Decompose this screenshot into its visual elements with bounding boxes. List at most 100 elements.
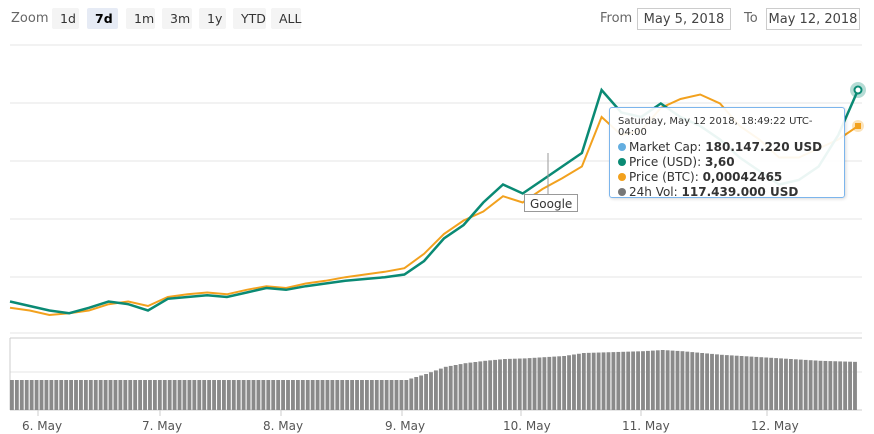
volume-bar [419, 375, 424, 410]
volume-bar [93, 380, 98, 410]
volume-bar [350, 380, 355, 410]
price-btc-end-marker [855, 123, 861, 129]
volume-bar [434, 370, 438, 410]
volume-bar [59, 380, 64, 410]
x-tick-label: 7. May [142, 419, 183, 433]
volume-bar [103, 380, 108, 410]
volume-bar [394, 380, 399, 410]
volume-bar [690, 352, 695, 410]
volume-bar [320, 380, 325, 410]
volume-bar [655, 350, 660, 410]
zoom-ytd-button[interactable]: YTD [233, 8, 266, 29]
zoom-all-button[interactable]: ALL [271, 8, 301, 29]
volume-bar [512, 358, 517, 410]
volume-bar [49, 380, 54, 410]
volume-bar [483, 360, 488, 410]
volume-bar [468, 362, 473, 410]
volume-bar [596, 352, 601, 410]
volume-bar [527, 358, 532, 410]
price-btc-line [9, 93, 859, 317]
tooltip-row-volume: 24h Vol: 117.439.000 USD [618, 185, 836, 200]
to-date-input[interactable] [766, 8, 860, 30]
volume-bar [493, 359, 498, 410]
volume-bar [177, 380, 182, 410]
volume-bar [739, 356, 744, 410]
volume-bar [438, 368, 443, 410]
volume-bar [488, 360, 493, 410]
volume-bar [295, 380, 300, 410]
volume-bar [715, 354, 719, 410]
price-usd-dot-icon [618, 158, 626, 166]
volume-bar [650, 350, 655, 410]
volume-bar [118, 380, 123, 410]
volume-bar [734, 355, 739, 410]
volume-bar [498, 359, 502, 410]
zoom-3m-button[interactable]: 3m [162, 8, 192, 29]
volume-bar [547, 356, 552, 410]
zoom-1d-button[interactable]: 1d [52, 8, 79, 29]
volume-bar [355, 380, 359, 410]
volume-bar [133, 380, 138, 410]
tooltip-value: 0,00042465 [702, 170, 783, 184]
volume-bar [123, 380, 128, 410]
volume-bar [572, 354, 576, 410]
volume-bar [473, 362, 478, 410]
volume-bar [310, 380, 315, 410]
volume-bar [74, 380, 78, 410]
volume-bar [162, 380, 167, 410]
volume-bar [823, 360, 828, 410]
volume-bar [157, 380, 162, 410]
volume-bar [399, 380, 404, 410]
volume-bar [251, 380, 256, 410]
volume-bar [374, 380, 379, 410]
volume-bar [212, 380, 216, 410]
volume-bar [803, 359, 808, 410]
volume-bar [231, 380, 236, 410]
volume-bar [424, 374, 428, 410]
volume-bar [695, 352, 700, 410]
zoom-1m-button[interactable]: 1m [126, 8, 155, 29]
volume-bar [39, 380, 44, 410]
volume-bar [665, 350, 670, 410]
volume-bar [315, 380, 320, 410]
volume-bar [202, 380, 207, 410]
zoom-7d-button[interactable]: 7d [87, 8, 118, 29]
volume-bar [24, 380, 29, 410]
event-flag-google[interactable]: Google [524, 194, 579, 212]
x-tick-label: 8. May [263, 419, 304, 433]
volume-bar [818, 360, 823, 410]
volume-bar [330, 380, 335, 410]
volume-bar [562, 356, 567, 410]
volume-bar [833, 361, 838, 410]
volume-bar [19, 380, 24, 410]
volume-bar [601, 352, 606, 410]
volume-bar [266, 380, 271, 410]
volume-bar [369, 380, 374, 410]
volume-bar [522, 358, 527, 410]
volume-bar [276, 380, 281, 410]
market-cap-dot-icon [618, 143, 626, 151]
volume-bar [764, 357, 769, 410]
zoom-1y-button[interactable]: 1y [199, 8, 226, 29]
volume-bar [626, 351, 631, 410]
volume-bar [591, 352, 596, 410]
volume-bar [360, 380, 364, 410]
volume-bar [64, 380, 69, 410]
x-tick-label: 11. May [622, 419, 670, 433]
volume-bar [779, 358, 783, 410]
from-date-input[interactable] [637, 8, 731, 30]
volume-bar [616, 351, 621, 410]
volume-bar [700, 353, 705, 410]
volume-bar [478, 361, 483, 410]
volume-bar [300, 380, 305, 410]
volume-bar [660, 350, 665, 410]
zoom-label: Zoom [11, 11, 49, 26]
volume-bar [606, 352, 611, 410]
volume-bar [458, 364, 463, 410]
range-selector-toolbar: Zoom 1d 7d 1m 3m 1y YTD ALL From To [0, 0, 874, 38]
volume-bar [759, 357, 764, 410]
volume-bar [286, 380, 290, 410]
volume-bar [719, 354, 724, 410]
volume-bar [646, 350, 650, 410]
